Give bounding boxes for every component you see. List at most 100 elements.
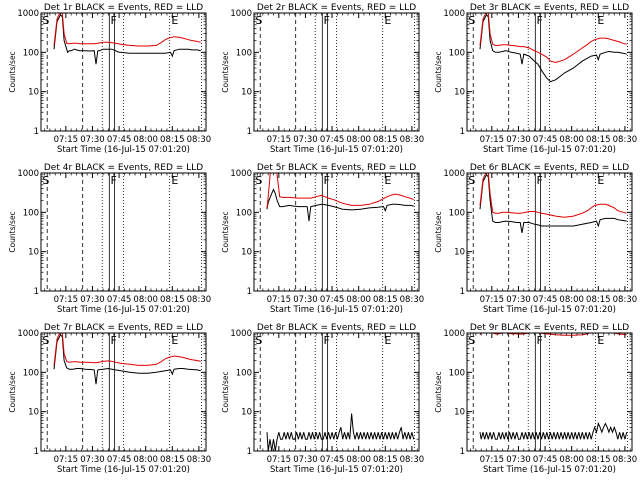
y-tick-label: 10: [241, 248, 252, 258]
x-tick-label: 07:30: [80, 455, 105, 465]
marker-S: S: [255, 334, 262, 347]
plot-frame: [40, 12, 207, 132]
y-tick-label: 1: [460, 447, 465, 457]
x-tick-label: 07:30: [80, 295, 105, 305]
x-tick-label: 07:45: [533, 455, 558, 465]
x-tick-label: 07:45: [107, 295, 132, 305]
plot-frame: [466, 172, 633, 292]
x-tick-label: 07:15: [480, 295, 505, 305]
x-tick-label: 07:15: [54, 295, 79, 305]
y-tick-label: 1000: [17, 169, 39, 179]
y-tick-label: 100: [449, 368, 465, 378]
y-axis-label: Counts/sec: [8, 371, 17, 412]
marker-F: F: [537, 174, 543, 187]
y-tick-label: 10: [454, 248, 465, 258]
x-tick-label: 08:30: [187, 135, 212, 145]
marker-S: S: [42, 334, 49, 347]
x-tick-label: 08:30: [187, 455, 212, 465]
x-tick-label: 08:30: [400, 135, 425, 145]
y-axis-label: Counts/sec: [221, 211, 230, 252]
y-tick-label: 100: [236, 48, 252, 58]
y-tick-label: 100: [23, 48, 39, 58]
x-axis-label: Start Time (16-Jul-15 07:01:20): [483, 465, 616, 475]
plot-title: Det 5r BLACK = Events, RED = LLD: [257, 163, 416, 173]
series-events-line: [479, 421, 628, 440]
y-tick-label: 1: [460, 287, 465, 297]
x-tick-label: 08:15: [373, 135, 398, 145]
marker-E: E: [384, 174, 391, 187]
x-tick-label: 07:15: [267, 135, 292, 145]
x-tick-label: 08:00: [559, 295, 584, 305]
marker-S: S: [468, 334, 475, 347]
y-tick-label: 100: [236, 208, 252, 218]
y-tick-label: 10: [28, 408, 39, 418]
marker-S: S: [468, 14, 475, 27]
x-tick-label: 08:30: [400, 455, 425, 465]
x-tick-label: 08:00: [559, 455, 584, 465]
marker-E: E: [384, 14, 391, 27]
plot-title: Det 3r BLACK = Events, RED = LLD: [470, 3, 629, 13]
y-tick-label: 1: [247, 447, 252, 457]
x-tick-label: 08:15: [160, 135, 185, 145]
y-tick-label: 1000: [443, 9, 465, 19]
marker-E: E: [597, 334, 604, 347]
marker-E: E: [171, 174, 178, 187]
y-axis-label: Counts/sec: [434, 371, 443, 412]
x-tick-label: 08:00: [133, 295, 158, 305]
marker-E: E: [171, 334, 178, 347]
y-tick-label: 1: [247, 287, 252, 297]
series-events-line: [479, 13, 627, 83]
x-tick-label: 07:15: [267, 295, 292, 305]
marker-S: S: [42, 174, 49, 187]
x-tick-label: 08:30: [187, 295, 212, 305]
x-tick-label: 08:30: [613, 295, 638, 305]
y-axis-label: Counts/sec: [434, 51, 443, 92]
y-tick-label: 1000: [230, 329, 252, 339]
marker-S: S: [255, 14, 262, 27]
x-tick-label: 07:45: [320, 135, 345, 145]
x-tick-label: 07:45: [533, 295, 558, 305]
x-tick-label: 08:00: [559, 135, 584, 145]
y-axis-label: Counts/sec: [221, 51, 230, 92]
marker-F: F: [324, 334, 330, 347]
y-tick-label: 10: [28, 248, 39, 258]
plot-frame: [253, 172, 420, 292]
x-axis-label: Start Time (16-Jul-15 07:01:20): [270, 465, 403, 475]
x-tick-label: 07:45: [320, 295, 345, 305]
x-tick-label: 08:15: [586, 135, 611, 145]
x-tick-label: 08:15: [373, 295, 398, 305]
plot-title: Det 2r BLACK = Events, RED = LLD: [257, 3, 416, 13]
y-tick-label: 100: [236, 368, 252, 378]
plot-title: Det 1r BLACK = Events, RED = LLD: [44, 3, 203, 13]
x-tick-label: 07:15: [54, 455, 79, 465]
plot-frame: [466, 12, 633, 132]
plot-title: Det 9r BLACK = Events, RED = LLD: [470, 323, 629, 333]
marker-F: F: [537, 334, 543, 347]
plot-title: Det 4r BLACK = Events, RED = LLD: [44, 163, 203, 173]
x-tick-label: 07:30: [293, 455, 318, 465]
x-tick-label: 08:15: [160, 295, 185, 305]
y-tick-label: 1000: [17, 9, 39, 19]
x-tick-label: 07:45: [107, 135, 132, 145]
x-tick-label: 07:30: [506, 455, 531, 465]
y-axis-label: Counts/sec: [221, 371, 230, 412]
x-axis-label: Start Time (16-Jul-15 07:01:20): [57, 465, 190, 475]
marker-F: F: [111, 14, 117, 27]
series-lld-line: [53, 13, 201, 47]
x-axis-label: Start Time (16-Jul-15 07:01:20): [483, 305, 616, 315]
x-tick-label: 08:00: [346, 295, 371, 305]
x-tick-label: 08:30: [400, 295, 425, 305]
plot-frame: [466, 332, 633, 452]
x-tick-label: 08:30: [613, 455, 638, 465]
marker-E: E: [597, 14, 604, 27]
y-tick-label: 1000: [230, 9, 252, 19]
x-tick-label: 07:15: [480, 455, 505, 465]
plot-frame: [253, 332, 420, 452]
x-axis-label: Start Time (16-Jul-15 07:01:20): [57, 145, 190, 155]
